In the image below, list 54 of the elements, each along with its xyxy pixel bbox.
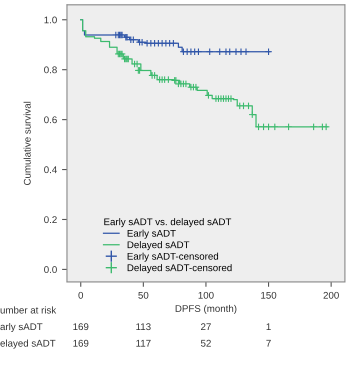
y-tick-label: 0.8 bbox=[44, 66, 57, 74]
point bbox=[264, 48, 272, 56]
point bbox=[264, 123, 272, 131]
point bbox=[164, 76, 172, 84]
y-tick-label: 0.4 bbox=[44, 166, 57, 174]
x-tick-label: 200 bbox=[324, 292, 339, 299]
point bbox=[248, 110, 256, 118]
legend-label: Delayed sADT-censored bbox=[128, 264, 232, 274]
text: umber at risk bbox=[0, 306, 56, 314]
point bbox=[232, 48, 240, 56]
point bbox=[254, 123, 262, 131]
point bbox=[182, 80, 190, 88]
point bbox=[240, 102, 248, 110]
point bbox=[130, 36, 138, 44]
point bbox=[322, 123, 330, 131]
legend-label: Early sADT bbox=[128, 230, 176, 239]
x-tick-label: 50 bbox=[138, 292, 148, 299]
point bbox=[206, 48, 214, 56]
y-tick-label: 0.2 bbox=[44, 216, 57, 224]
text: 1 bbox=[266, 323, 271, 330]
y-tick-label: 0.0 bbox=[44, 266, 57, 274]
x-tick-label: 100 bbox=[198, 292, 214, 299]
point bbox=[284, 123, 292, 131]
text: 117 bbox=[136, 340, 151, 347]
y-tick-label: 1.0 bbox=[44, 16, 57, 24]
text: 52 bbox=[200, 340, 211, 347]
point bbox=[194, 48, 202, 56]
text: elayed sADT bbox=[0, 340, 56, 349]
text: 7 bbox=[266, 340, 271, 347]
x-axis-title: DPFS (month) bbox=[176, 304, 236, 314]
text: 169 bbox=[73, 323, 88, 330]
x-tick-label: 150 bbox=[261, 292, 276, 299]
text: 27 bbox=[201, 323, 211, 330]
y-tick-label: 0.6 bbox=[44, 116, 57, 124]
point bbox=[242, 48, 250, 56]
point bbox=[226, 48, 234, 56]
point bbox=[170, 39, 178, 48]
point bbox=[310, 123, 318, 131]
point bbox=[227, 94, 235, 102]
text: arly sADT bbox=[0, 322, 42, 332]
point bbox=[216, 48, 224, 56]
point bbox=[237, 48, 245, 56]
x-tick-label: 0 bbox=[78, 292, 84, 299]
legend-label: Early sADT-censored bbox=[128, 252, 218, 262]
point bbox=[270, 123, 279, 131]
y-axis-title: Cumulative survival bbox=[24, 102, 31, 185]
point bbox=[133, 60, 141, 68]
point bbox=[204, 92, 212, 100]
text: 113 bbox=[136, 323, 151, 330]
legend-label: Delayed sADT bbox=[128, 241, 190, 250]
text: 169 bbox=[73, 340, 88, 347]
point bbox=[260, 123, 268, 131]
point bbox=[244, 102, 252, 110]
legend-title: Early sADT vs. delayed sADT bbox=[104, 218, 232, 228]
